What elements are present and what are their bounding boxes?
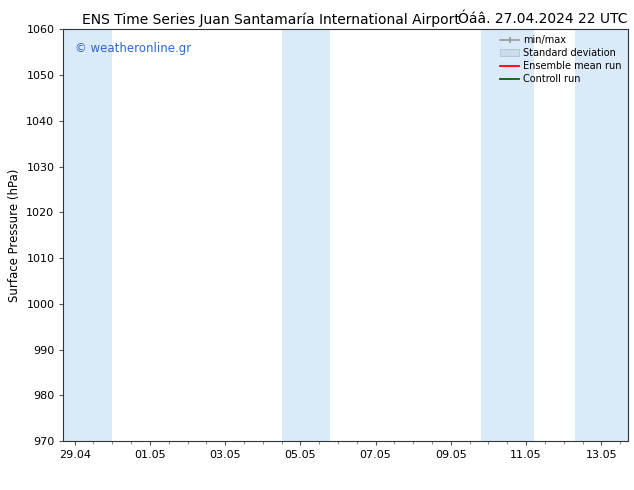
Text: © weatheronline.gr: © weatheronline.gr	[75, 42, 191, 55]
Bar	[63, 29, 112, 441]
Bar	[575, 29, 628, 441]
Legend: min/max, Standard deviation, Ensemble mean run, Controll run: min/max, Standard deviation, Ensemble me…	[496, 31, 626, 88]
Text: ENS Time Series Juan Santamaría International Airport: ENS Time Series Juan Santamaría Internat…	[82, 12, 460, 27]
Text: Óáâ. 27.04.2024 22 UTC: Óáâ. 27.04.2024 22 UTC	[458, 12, 628, 26]
Bar	[281, 29, 330, 441]
Bar	[481, 29, 534, 441]
Y-axis label: Surface Pressure (hPa): Surface Pressure (hPa)	[8, 169, 21, 302]
